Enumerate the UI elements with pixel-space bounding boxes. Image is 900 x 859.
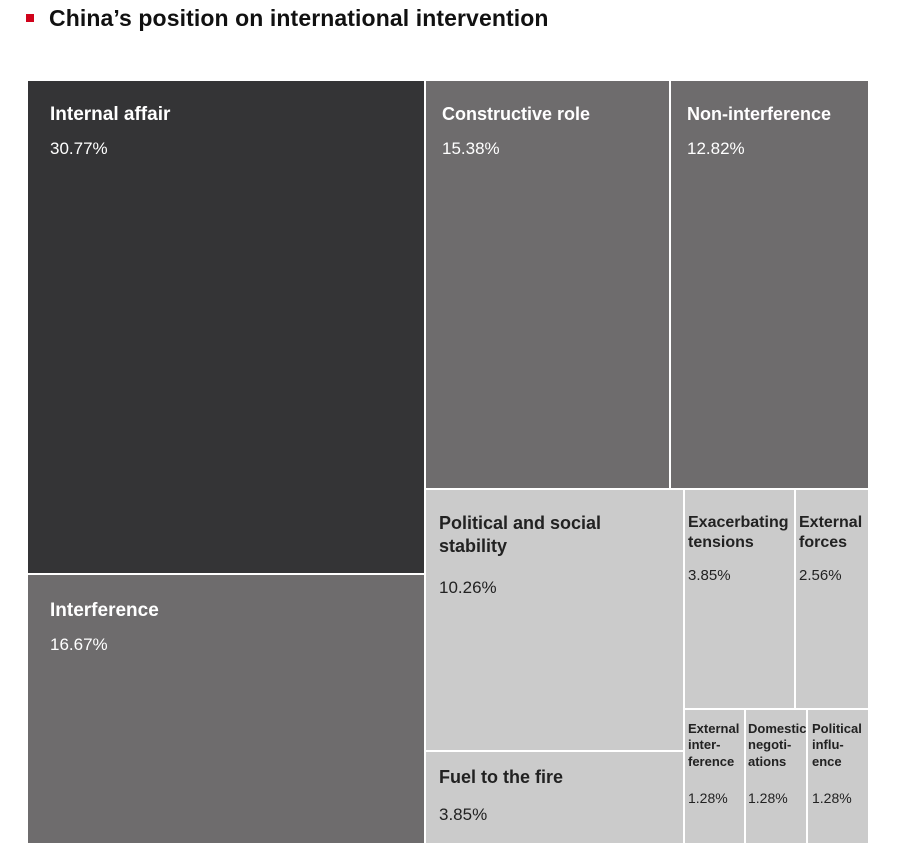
treemap-tile-label: External forces (799, 514, 863, 551)
treemap-tile-value: 1.28% (748, 790, 788, 806)
treemap-tile-exacerbating-tensions: Exacerbating tensions 3.85% (683, 488, 796, 710)
treemap-tile-value: 15.38% (442, 139, 500, 158)
treemap-tile-value: 1.28% (688, 790, 728, 806)
treemap-tile-label: Non-interference (687, 104, 832, 124)
treemap-tile-value: 3.85% (439, 805, 488, 824)
treemap-tile-political-and-social-stability: Political and social stability 10.26% (424, 488, 685, 752)
treemap-tile-external-forces: External forces 2.56% (794, 488, 870, 710)
treemap-tile-interference: Interference 16.67% (26, 573, 426, 845)
treemap-tile-value: 30.77% (50, 139, 108, 158)
treemap-tile-value: 3.85% (688, 567, 731, 584)
treemap-tile-value: 16.67% (50, 635, 108, 654)
treemap-tile-label: Fuel to the fire (439, 767, 564, 787)
treemap-tile-label: Exacerbating tensions (688, 514, 789, 551)
treemap-tile-external-inter-ference: External inter-ference 1.28% (683, 708, 746, 845)
treemap-tile-value: 10.26% (439, 578, 497, 597)
treemap-tile-label: Political and social stability (439, 513, 602, 556)
title-bullet-icon (26, 14, 34, 22)
treemap-tile-political-influ-ence: Political influ-ence 1.28% (806, 708, 870, 845)
treemap-tile-constructive-role: Constructive role 15.38% (424, 79, 671, 490)
treemap-tile-non-interference: Non-interference 12.82% (669, 79, 870, 490)
treemap-tile-label: Constructive role (442, 104, 591, 124)
treemap-tile-label: External inter-ference (688, 721, 740, 769)
treemap-tile-internal-affair: Internal affair 30.77% (26, 79, 426, 575)
treemap-tile-label: Internal affair (50, 104, 171, 125)
treemap-tile-value: 2.56% (799, 567, 842, 584)
treemap-tile-label: Political influ-ence (812, 721, 862, 769)
treemap-tile-value: 12.82% (687, 139, 745, 158)
treemap-tile-value: 1.28% (812, 790, 852, 806)
treemap-tile-domestic-negoti-ations: Domestic negoti-ations 1.28% (744, 708, 808, 845)
chart-title: China’s position on international interv… (49, 4, 549, 31)
treemap-tile-label: Domestic negoti-ations (748, 721, 807, 769)
treemap-tile-fuel-to-the-fire: Fuel to the fire 3.85% (424, 750, 685, 845)
chart-title-row: China’s position on international interv… (26, 3, 549, 33)
treemap-tile-label: Interference (50, 600, 159, 621)
